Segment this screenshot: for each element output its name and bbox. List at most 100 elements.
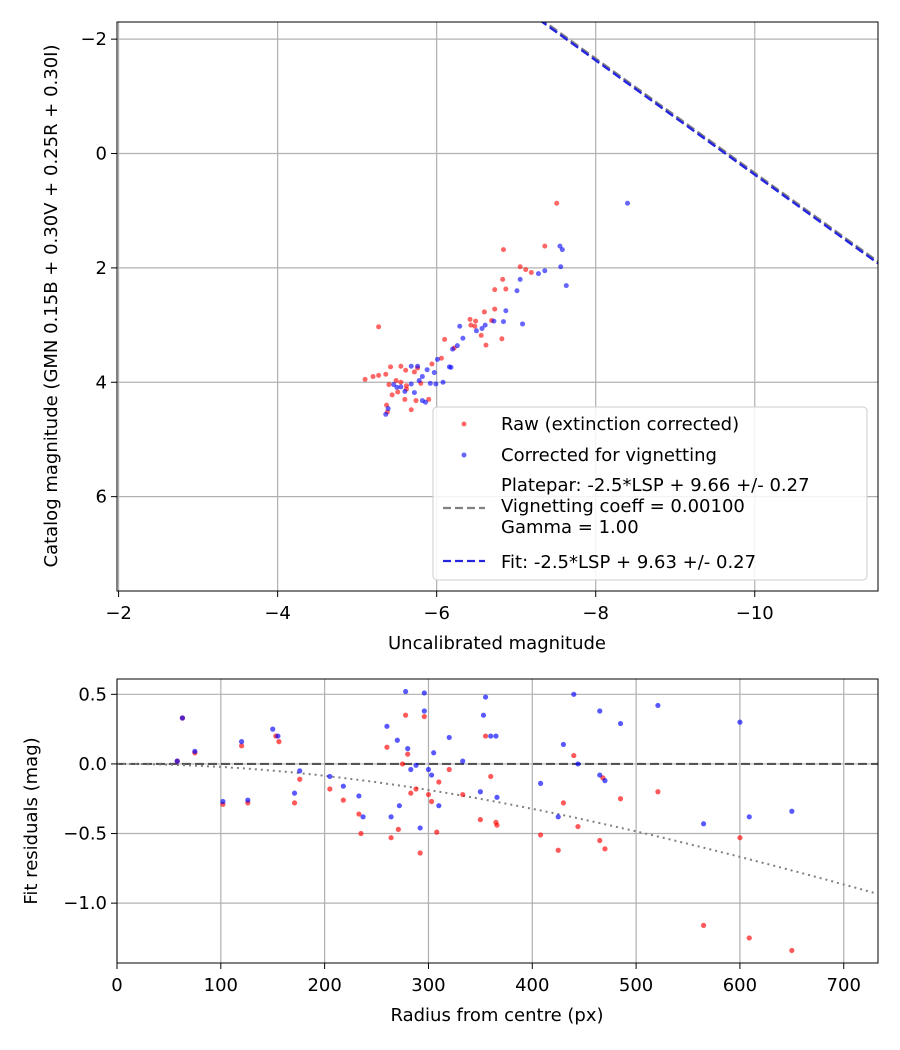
residual-corrected-for-vignetting-point (560, 741, 567, 748)
residual-raw-extinction-corrected-point (297, 776, 303, 782)
corrected-for-vignetting-point (535, 271, 541, 277)
residual-corrected-for-vignetting-point (602, 778, 608, 784)
corrected-for-vignetting-point (558, 264, 564, 270)
bottom-chart: 0 100 200 300 400 500 600 700 0.5 0.0 −0.5 −1.0 Ra… (21, 678, 879, 1026)
raw-extinction-corrected-point (403, 383, 409, 389)
top-x-tick-label: −2 (105, 603, 132, 624)
residual-corrected-for-vignetting-point (537, 780, 544, 787)
residual-raw-extinction-corrected-point (555, 847, 561, 853)
corrected-for-vignetting-point (394, 384, 400, 390)
top-plot-frame (116, 21, 879, 592)
raw-extinction-corrected-point (467, 316, 473, 322)
corrected-for-vignetting-point (514, 288, 520, 294)
corrected-for-vignetting-point (402, 388, 408, 394)
residual-corrected-for-vignetting-point (403, 688, 409, 695)
residual-corrected-for-vignetting-point (270, 726, 276, 732)
residual-corrected-for-vignetting-point (408, 766, 414, 773)
raw-extinction-corrected-point (386, 382, 392, 388)
corrected-for-vignetting-point (385, 406, 391, 412)
residual-raw-extinction-corrected-point (403, 712, 409, 718)
raw-extinction-corrected-point (389, 392, 395, 398)
residual-raw-extinction-corrected-point (488, 773, 494, 780)
bottom-x-tick-label: 300 (411, 975, 445, 996)
residual-corrected-for-vignetting-point (417, 825, 423, 831)
raw-extinction-corrected-point (478, 332, 484, 338)
residual-raw-extinction-corrected-point (356, 811, 362, 817)
raw-extinction-corrected-point (395, 389, 401, 395)
residual-corrected-for-vignetting-point (436, 803, 442, 809)
residual-raw-extinction-corrected-point (238, 743, 245, 749)
residual-corrected-for-vignetting-point (192, 748, 198, 754)
bottom-y-ticks: 0.5 0.0 −0.5 −1.0 (63, 684, 117, 914)
raw-extinction-corrected-point (499, 336, 505, 342)
corrected-for-vignetting-point (416, 378, 422, 384)
bottom-y-tick-label: 0.5 (78, 684, 107, 705)
raw-extinction-corrected-point (528, 269, 534, 275)
raw-extinction-corrected-point (402, 396, 408, 402)
corrected-for-vignetting-point (398, 384, 404, 390)
bottom-x-tick-label: 0 (111, 975, 122, 996)
top-y-ticks: −2 0 2 4 6 (80, 29, 117, 508)
residual-raw-extinction-corrected-point (494, 822, 500, 828)
residual-raw-extinction-corrected-point (408, 790, 414, 796)
corrected-for-vignetting-point (500, 319, 506, 325)
corrected-for-vignetting-point (559, 247, 565, 253)
residual-corrected-for-vignetting-point (597, 772, 603, 778)
raw-extinction-corrected-point (393, 378, 399, 384)
residual-corrected-for-vignetting-point (617, 720, 624, 727)
top-x-tick-label: −8 (582, 603, 609, 624)
residual-raw-extinction-corrected-point (575, 823, 581, 830)
bottom-x-tick-label: 400 (515, 975, 549, 996)
top-x-ticks: −2 −4 −6 −8 −10 (105, 591, 774, 624)
residual-corrected-for-vignetting-point (297, 768, 303, 774)
bottom-y-axis-label: Fit residuals (mag) (21, 737, 42, 904)
residual-raw-extinction-corrected-point (436, 779, 442, 785)
bottom-x-ticks: 0 100 200 300 400 500 600 700 (111, 963, 861, 996)
raw-extinction-corrected-point (500, 247, 506, 253)
bottom-x-tick-label: 200 (307, 975, 341, 996)
raw-extinction-corrected-point (403, 367, 409, 373)
residual-corrected-for-vignetting-point (477, 789, 483, 795)
raw-extinction-corrected-point (429, 361, 435, 367)
residual-raw-extinction-corrected-point (446, 766, 452, 773)
top-x-tick-label: −10 (736, 603, 774, 624)
corrected-for-vignetting-point (625, 200, 631, 206)
raw-extinction-corrected-point (362, 376, 368, 382)
residual-raw-extinction-corrected-point (789, 947, 795, 954)
residual-raw-extinction-corrected-point (560, 800, 567, 806)
raw-extinction-corrected-point (426, 396, 432, 402)
raw-extinction-corrected-point (383, 371, 389, 377)
raw-extinction-corrected-point (481, 309, 487, 315)
residual-corrected-for-vignetting-point (405, 746, 411, 752)
residual-raw-extinction-corrected-point (537, 832, 544, 838)
top-y-axis-label: Catalog magnitude (GMN 0.15B + 0.30V + 0… (41, 44, 62, 567)
top-y-tick-label: −2 (80, 29, 107, 50)
residual-raw-extinction-corrected-point (291, 800, 298, 806)
legend-fit-label: Fit: -2.5*LSP + 9.63 +/- 0.27 (501, 552, 756, 573)
corrected-for-vignetting-point (491, 318, 497, 324)
residual-corrected-for-vignetting-point (174, 758, 180, 764)
residual-corrected-for-vignetting-point (789, 808, 795, 814)
top-y-tick-label: 0 (96, 144, 107, 165)
residual-raw-extinction-corrected-point (746, 935, 752, 941)
residual-raw-extinction-corrected-point (358, 830, 364, 837)
fit-line (540, 22, 878, 265)
corrected-for-vignetting-point (408, 381, 414, 387)
residual-raw-extinction-corrected-point (340, 797, 346, 803)
legend-raw-marker (461, 421, 467, 427)
top-y-tick-label: 4 (96, 372, 107, 393)
legend-corrected-label: Corrected for vignetting (501, 445, 717, 466)
residual-raw-extinction-corrected-point (602, 846, 608, 852)
top-fit-lines (540, 22, 878, 265)
residual-raw-extinction-corrected-point (655, 789, 661, 795)
raw-extinction-corrected-point (468, 322, 474, 328)
bottom-y-tick-label: −1.0 (63, 893, 107, 914)
residual-corrected-for-vignetting-point (460, 758, 466, 764)
residual-corrected-for-vignetting-point (340, 783, 346, 789)
residual-raw-extinction-corrected-point (700, 922, 707, 929)
residual-corrected-for-vignetting-point (179, 715, 186, 721)
residual-corrected-for-vignetting-point (480, 712, 487, 718)
residual-raw-extinction-corrected-point (421, 713, 427, 720)
residual-corrected-for-vignetting-point (425, 766, 432, 773)
